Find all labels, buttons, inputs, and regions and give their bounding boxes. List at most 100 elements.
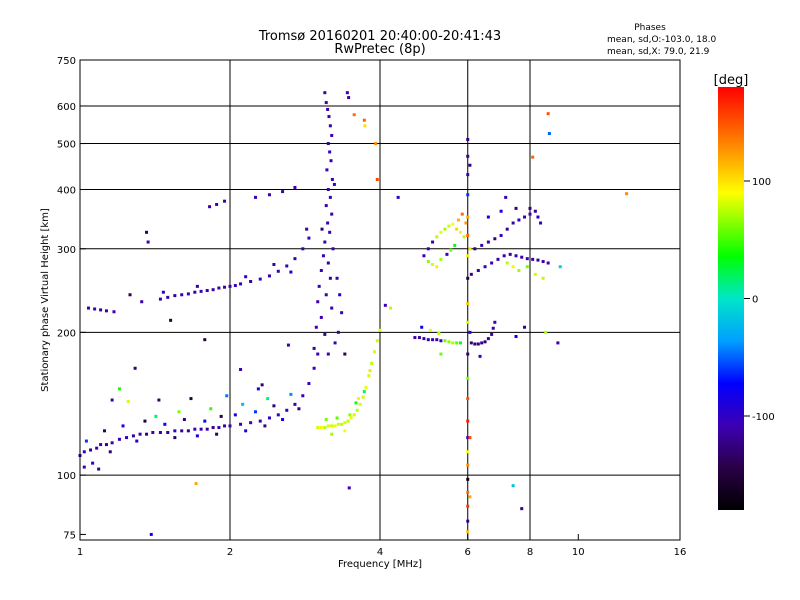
y-tick-label: 400 [57,186,76,197]
data-point [533,209,537,213]
data-point [297,407,301,411]
data-point [544,330,548,334]
data-point [121,424,125,428]
data-point [323,91,327,95]
data-point [316,300,320,304]
data-point [95,446,99,450]
data-point [82,465,86,469]
data-point [443,227,447,231]
data-point [89,448,93,452]
data-point [361,395,365,399]
data-point [267,193,271,197]
data-point [293,257,297,261]
data-point [491,326,495,330]
data-point [331,247,335,251]
data-point [426,260,430,264]
data-point [209,407,213,411]
data-point [466,504,470,508]
data-point [466,254,470,258]
data-point [117,387,121,391]
data-point [528,212,532,216]
data-point [307,382,311,386]
data-point [447,224,451,228]
data-point [316,426,320,430]
stats-o-line: mean, sd,O:-103.0, 18.0 [607,35,717,45]
data-point [520,255,524,259]
data-point [499,209,503,213]
data-point [256,387,260,391]
data-point [117,437,121,441]
data-point [321,254,325,258]
data-point [466,376,470,380]
data-point [323,426,327,430]
data-point [330,177,334,181]
data-point [253,195,257,199]
data-point [533,272,537,276]
data-point [378,328,382,332]
data-point [435,338,439,342]
x-tick-label: 1 [77,547,83,558]
data-point [189,397,193,401]
data-point [267,274,271,278]
data-point [458,341,462,345]
data-point [546,261,550,265]
data-point [466,436,470,440]
data-point [169,318,173,322]
data-point [496,257,500,261]
data-point [466,477,470,481]
data-point [307,236,311,240]
data-point [330,424,334,428]
data-point [466,463,470,467]
data-point [223,424,227,428]
data-point [180,293,184,297]
data-point [558,265,562,269]
data-point [480,243,484,247]
data-point [468,163,472,167]
data-point [346,419,350,423]
data-point [276,269,280,273]
data-point [517,269,521,273]
data-point [466,137,470,141]
data-point [314,325,318,329]
data-point [182,418,186,422]
data-point [328,276,332,280]
data-point [343,429,347,433]
y-tick-label: 75 [63,530,76,541]
data-point [504,195,508,199]
data-point [396,195,400,199]
data-point [480,341,484,345]
data-point [223,285,227,289]
data-point [462,235,466,239]
data-point [223,199,227,203]
data-point [320,227,324,231]
data-point [332,182,336,186]
data-point [466,173,470,177]
data-point [126,399,130,403]
data-point [158,297,162,301]
data-point [466,352,470,356]
data-point [348,413,352,417]
data-point [289,270,293,274]
data-point [367,374,371,378]
data-point [140,300,144,304]
data-point [333,341,337,345]
data-point [91,461,95,465]
data-point [536,258,540,262]
data-point [225,394,229,398]
data-point [375,177,379,181]
data-point [368,369,372,373]
data-point [326,352,330,356]
data-point [520,507,524,511]
data-point [345,91,349,95]
data-point [205,427,209,431]
data-point [356,397,360,401]
data-point [466,320,470,324]
y-axis-label: Stationary phase Virtual Height [km] [40,208,51,392]
data-point [340,422,344,426]
x-tick-label: 16 [674,547,687,558]
data-point [476,342,480,346]
stats-x-line: mean, sd,X: 79.0, 21.9 [607,47,710,57]
data-point [143,419,147,423]
data-point [536,215,540,219]
data-point [338,293,342,297]
